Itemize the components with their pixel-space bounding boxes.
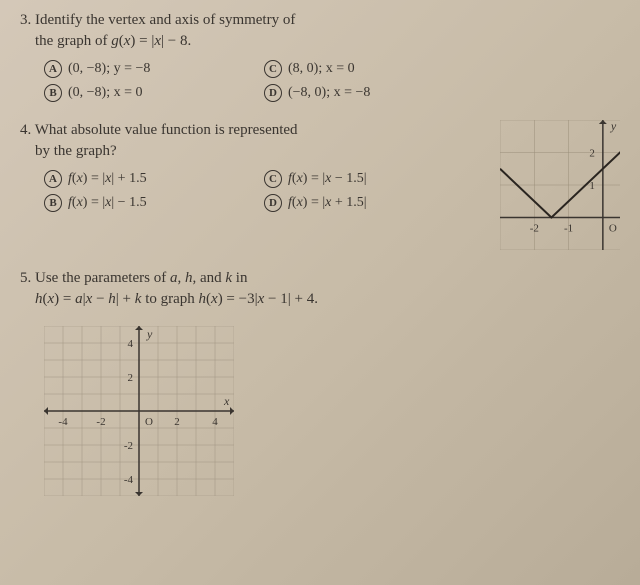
q4-line2: by the graph?	[35, 143, 117, 159]
choice-letter-b: B	[44, 84, 62, 102]
svg-text:2: 2	[589, 148, 595, 160]
q4-line1: What absolute value function is represen…	[35, 122, 298, 138]
q4-number: 4.	[20, 122, 31, 138]
q4-prompt: 4. What absolute value function is repre…	[20, 120, 490, 162]
q3-choice-b[interactable]: B (0, −8); x = 0	[44, 84, 244, 102]
q3-choice-a-text: (0, −8); y = −8	[68, 61, 150, 77]
svg-text:-2: -2	[530, 223, 539, 235]
choice-letter-c: C	[264, 60, 282, 78]
q4-graph: -2 -1 1 2 y O	[500, 120, 620, 250]
q3-choice-c-text: (8, 0); x = 0	[288, 61, 355, 77]
q3-choice-d[interactable]: D (−8, 0); x = −8	[264, 84, 464, 102]
q3-prompt: 3. Identify the vertex and axis of symme…	[20, 10, 620, 52]
q5-graph: -4-224-4-224yxO	[44, 326, 234, 496]
svg-text:4: 4	[128, 338, 134, 350]
q5-number: 5.	[20, 270, 31, 286]
q3-number: 3.	[20, 12, 31, 28]
choice-letter-a: A	[44, 170, 62, 188]
q3-choice-b-text: (0, −8); x = 0	[68, 85, 143, 101]
svg-text:2: 2	[174, 416, 180, 428]
choice-letter-a: A	[44, 60, 62, 78]
svg-text:O: O	[609, 223, 617, 235]
q5-prompt: 5. Use the parameters of a, h, and k in …	[20, 268, 620, 310]
q3-choice-c[interactable]: C (8, 0); x = 0	[264, 60, 464, 78]
choice-letter-c: C	[264, 170, 282, 188]
q4-choice-b-text: f(x) = |x| − 1.5	[68, 195, 147, 211]
q5-line1: Use the parameters of a, h, and k in	[35, 270, 247, 286]
question-4: 4. What absolute value function is repre…	[20, 120, 620, 250]
q3-line2: the graph of g(x) = |x| − 8.	[35, 33, 191, 49]
q4-choice-b[interactable]: B f(x) = |x| − 1.5	[44, 194, 244, 212]
question-3: 3. Identify the vertex and axis of symme…	[20, 10, 620, 102]
svg-text:-4: -4	[124, 474, 134, 486]
choice-letter-d: D	[264, 194, 282, 212]
question-5: 5. Use the parameters of a, h, and k in …	[20, 268, 620, 501]
svg-text:2: 2	[128, 372, 134, 384]
q4-choices: A f(x) = |x| + 1.5 C f(x) = |x − 1.5| B …	[20, 170, 490, 212]
svg-text:1: 1	[589, 180, 595, 192]
q3-choices: A (0, −8); y = −8 C (8, 0); x = 0 B (0, …	[20, 60, 620, 102]
q3-choice-d-text: (−8, 0); x = −8	[288, 85, 370, 101]
choice-letter-d: D	[264, 84, 282, 102]
svg-text:y: y	[146, 327, 153, 341]
q3-choice-a[interactable]: A (0, −8); y = −8	[44, 60, 244, 78]
svg-text:-1: -1	[564, 223, 573, 235]
svg-text:-4: -4	[58, 416, 68, 428]
svg-text:x: x	[223, 394, 230, 408]
q4-choice-a[interactable]: A f(x) = |x| + 1.5	[44, 170, 244, 188]
q4-choice-a-text: f(x) = |x| + 1.5	[68, 171, 147, 187]
svg-text:4: 4	[212, 416, 218, 428]
q4-choice-c-text: f(x) = |x − 1.5|	[288, 171, 367, 187]
q4-choice-d-text: f(x) = |x + 1.5|	[288, 195, 367, 211]
svg-text:-2: -2	[124, 440, 133, 452]
q4-choice-d[interactable]: D f(x) = |x + 1.5|	[264, 194, 464, 212]
q5-line2: h(x) = a|x − h| + k to graph h(x) = −3|x…	[35, 291, 318, 307]
q4-choice-c[interactable]: C f(x) = |x − 1.5|	[264, 170, 464, 188]
svg-text:-2: -2	[96, 416, 105, 428]
q4-content: 4. What absolute value function is repre…	[20, 120, 490, 212]
svg-text:O: O	[145, 416, 153, 428]
q3-line1: Identify the vertex and axis of symmetry…	[35, 12, 295, 28]
svg-text:y: y	[610, 120, 617, 133]
choice-letter-b: B	[44, 194, 62, 212]
